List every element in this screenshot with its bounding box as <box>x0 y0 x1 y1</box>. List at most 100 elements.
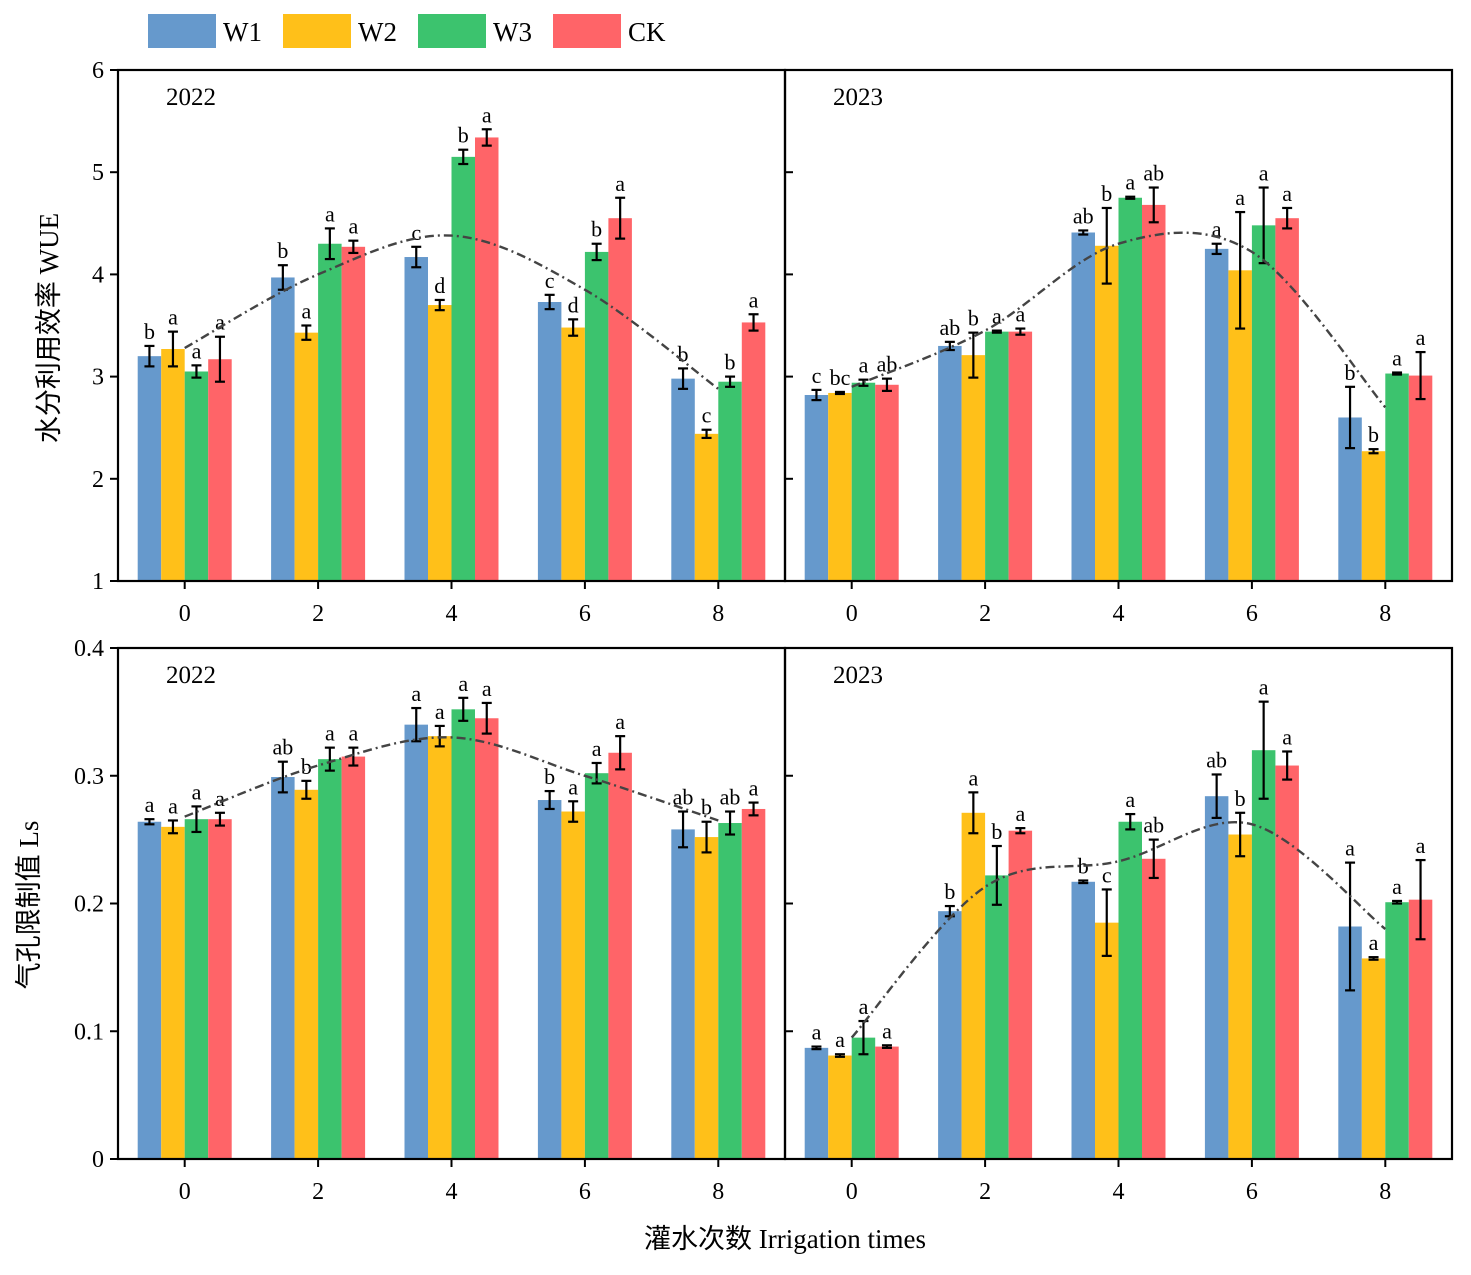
bar <box>741 322 766 581</box>
bar <box>184 371 209 581</box>
y-tick-label: 0.2 <box>74 892 104 918</box>
x-tick-label: 6 <box>579 601 591 627</box>
significance-letter: b <box>701 795 712 820</box>
bar <box>1228 270 1252 581</box>
error-bar <box>748 801 759 817</box>
error-bar <box>615 735 626 771</box>
trend-curve <box>184 234 720 390</box>
bar <box>537 800 562 1159</box>
x-tick-label: 8 <box>1379 1179 1391 1205</box>
error-bar <box>411 706 422 743</box>
y-tick-label: 5 <box>92 160 104 186</box>
significance-letter: c <box>702 403 712 428</box>
bar <box>1338 417 1362 581</box>
legend-label-w1: W1 <box>223 17 262 47</box>
bar <box>1251 750 1276 1159</box>
bar <box>938 345 962 581</box>
significance-letter: a <box>1345 836 1355 861</box>
significance-letter: b <box>944 879 955 904</box>
bar <box>961 812 986 1159</box>
bar <box>1275 765 1299 1159</box>
significance-letter: a <box>435 699 445 724</box>
bar <box>804 1047 829 1159</box>
significance-letter: b <box>591 217 602 242</box>
significance-letter: a <box>835 1027 845 1052</box>
trend-curve <box>850 821 1387 1039</box>
bar <box>137 356 162 581</box>
error-bar <box>701 820 712 854</box>
error-bar <box>1101 206 1112 285</box>
error-bar <box>144 344 155 368</box>
bar <box>318 243 342 582</box>
error-bar <box>1368 448 1379 455</box>
error-bar <box>1125 195 1136 200</box>
error-bar <box>1345 385 1356 450</box>
significance-letter: a <box>145 792 155 817</box>
significance-letter: b <box>968 306 979 331</box>
error-bar <box>1211 242 1222 256</box>
significance-letter: b <box>725 350 736 375</box>
error-bar <box>834 390 845 396</box>
significance-letter: a <box>482 676 492 701</box>
significance-letter: a <box>1282 181 1292 206</box>
x-tick-label: 4 <box>1113 601 1125 627</box>
x-tick-label: 4 <box>1113 1179 1125 1205</box>
error-bar <box>277 760 288 794</box>
error-bar <box>411 245 422 269</box>
error-bar <box>1258 700 1269 800</box>
error-bar <box>1345 861 1356 992</box>
bar <box>938 911 962 1159</box>
bar <box>1408 899 1433 1159</box>
significance-letter: a <box>1416 833 1426 858</box>
x-tick-label: 0 <box>179 601 191 627</box>
bar <box>341 246 366 581</box>
significance-letter: a <box>615 709 625 734</box>
error-bar <box>834 1053 845 1058</box>
bar <box>608 218 632 581</box>
legend-swatch-ck <box>553 14 621 48</box>
bar <box>1361 451 1386 581</box>
significance-letter: a <box>1015 302 1025 327</box>
legend: W1 W2 W3 CK <box>148 14 666 48</box>
legend-swatch-w2 <box>283 14 351 48</box>
significance-letter: b <box>991 819 1002 844</box>
significance-letter: a <box>1282 724 1292 749</box>
error-bar <box>1392 899 1403 905</box>
bar <box>828 392 852 581</box>
bar <box>1408 375 1433 581</box>
bar <box>851 1037 876 1159</box>
error-bar <box>591 242 602 262</box>
error-bar <box>214 335 225 383</box>
y-tick-label: 0.3 <box>74 764 104 790</box>
error-bar <box>1211 773 1222 820</box>
significance-letter: a <box>615 171 625 196</box>
bar <box>294 789 319 1159</box>
y-tick-label: 3 <box>92 365 104 391</box>
error-bar <box>191 364 202 379</box>
error-bar <box>481 701 492 735</box>
significance-letter: b <box>1368 422 1379 447</box>
significance-letter: a <box>882 1018 892 1043</box>
y-tick-label: 0.4 <box>74 636 104 662</box>
error-bar <box>968 331 979 379</box>
significance-letter: a <box>1392 346 1402 371</box>
error-bar <box>1415 858 1426 941</box>
significance-letter: b <box>1101 181 1112 206</box>
bar <box>694 837 719 1159</box>
error-bar <box>481 128 492 147</box>
bar <box>1118 821 1142 1159</box>
bar <box>985 331 1009 581</box>
bar <box>161 826 185 1159</box>
significance-letter: c <box>812 363 822 388</box>
bar <box>1095 245 1119 581</box>
significance-letter: a <box>1125 170 1135 195</box>
y-axis-title-ls: 气孔限制值 Ls <box>14 821 44 990</box>
significance-letter: a <box>859 353 869 378</box>
significance-letter: a <box>325 201 335 226</box>
error-bar <box>811 1045 822 1051</box>
significance-letter: a <box>348 214 358 239</box>
